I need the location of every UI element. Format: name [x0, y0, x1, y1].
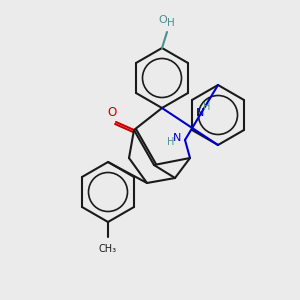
Text: H: H: [203, 103, 211, 112]
Text: N: N: [196, 109, 204, 118]
Text: N: N: [173, 133, 181, 143]
Text: O: O: [159, 15, 167, 25]
Text: H: H: [167, 137, 175, 147]
Text: CH₃: CH₃: [99, 244, 117, 254]
Text: O: O: [107, 106, 117, 119]
Text: H: H: [167, 18, 175, 28]
